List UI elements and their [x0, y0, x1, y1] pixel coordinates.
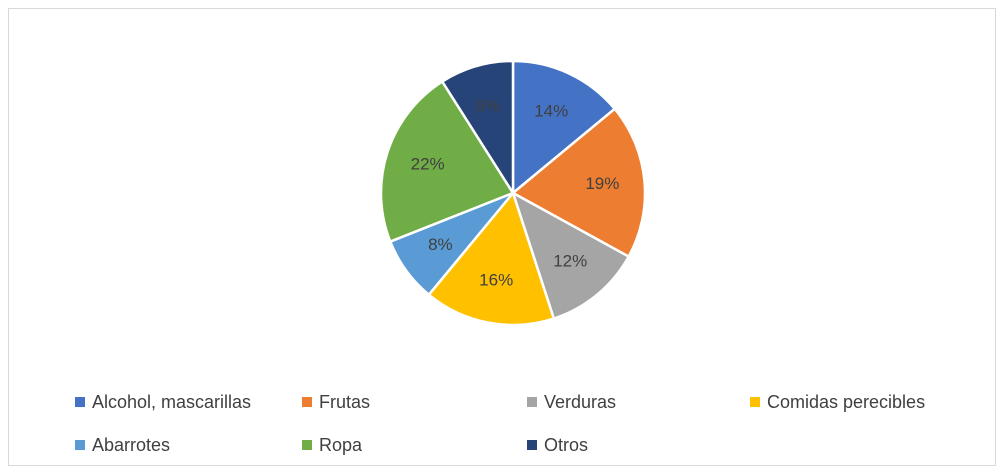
- data-label: 14%: [534, 101, 568, 120]
- legend-swatch: [75, 397, 85, 407]
- pie-slice: [379, 79, 515, 244]
- data-label: 9%: [476, 96, 501, 115]
- data-label: 19%: [585, 174, 619, 193]
- legend-label: Otros: [544, 435, 588, 455]
- legend-label: Verduras: [544, 392, 616, 412]
- pie-slice: [440, 59, 515, 198]
- legend-label: Frutas: [319, 392, 370, 412]
- data-label: 16%: [479, 271, 513, 290]
- data-label: 22%: [411, 155, 445, 174]
- data-label: 12%: [553, 252, 587, 271]
- legend-swatch: [750, 397, 760, 407]
- legend-label: Alcohol, mascarillas: [92, 392, 251, 412]
- legend-label: Abarrotes: [92, 435, 170, 455]
- legend-label: Ropa: [319, 435, 363, 455]
- pie-slice: [511, 59, 617, 196]
- pie-slice: [427, 190, 556, 327]
- data-label: 8%: [428, 235, 453, 254]
- legend-swatch: [75, 440, 85, 450]
- pie-slice: [510, 107, 647, 259]
- legend-swatch: [527, 440, 537, 450]
- legend-label: Comidas perecibles: [767, 392, 925, 412]
- legend-swatch: [527, 397, 537, 407]
- legend-swatch: [302, 440, 312, 450]
- pie-slice: [510, 190, 631, 321]
- legend-swatch: [302, 397, 312, 407]
